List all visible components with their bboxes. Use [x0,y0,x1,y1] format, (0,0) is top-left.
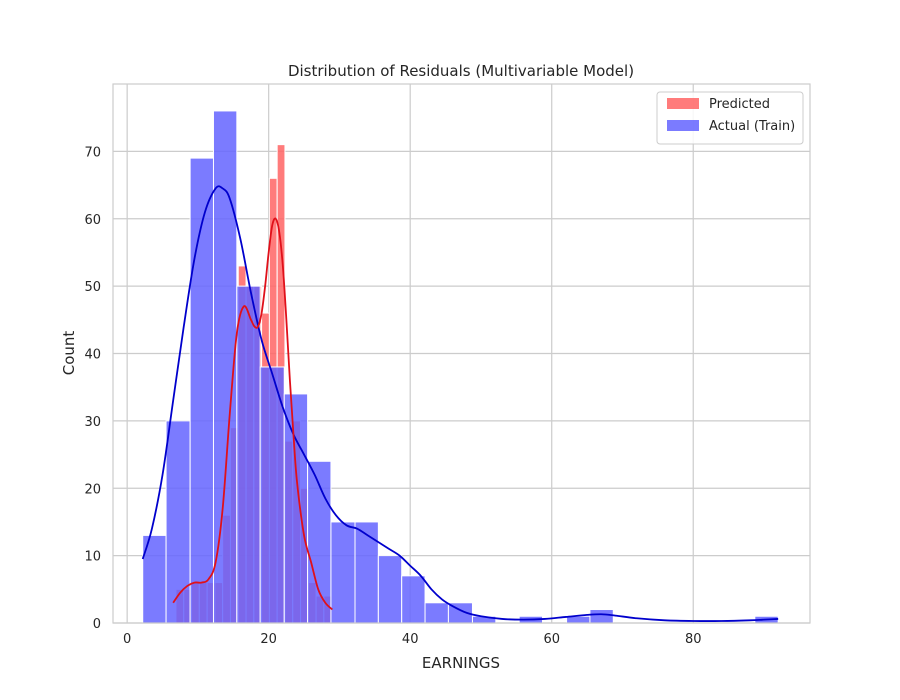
x-tick-label: 40 [402,632,419,647]
actual-bar [189,157,214,624]
plot-frame [112,83,811,624]
x-tick-labels: 0 20 40 60 80 [123,632,702,647]
actual-bar [589,609,614,624]
legend-label-actual: Actual (Train) [709,119,795,134]
actual-bar [330,521,356,624]
actual-bar [354,521,379,624]
y-tick-labels: 0 10 20 30 40 50 60 70 [84,145,101,632]
legend-swatch-actual [667,120,699,131]
legend-label-predicted: Predicted [709,97,770,112]
y-tick-label: 50 [84,280,101,295]
legend-swatch-predicted [667,98,699,109]
y-tick-label: 20 [84,482,101,497]
actual-bar [401,575,426,624]
predicted-kde-line [172,217,333,611]
y-axis-label: Count [60,331,78,376]
y-tick-label: 30 [84,415,101,430]
y-tick-label: 70 [84,145,101,160]
x-tick-label: 60 [543,632,560,647]
actual-kde-line [141,185,779,622]
actual-bar [165,420,191,624]
chart-title: Distribution of Residuals (Multivariable… [288,62,634,80]
actual-bar [424,602,449,624]
kde-curves [141,185,779,622]
legend: Predicted Actual (Train) [656,91,804,145]
y-tick-label: 40 [84,348,101,363]
actual-bar [377,555,403,624]
y-tick-label: 60 [84,213,101,228]
x-tick-label: 20 [260,632,277,647]
actual-bar [259,366,285,624]
actual-bars [142,110,779,624]
x-tick-label: 80 [685,632,702,647]
x-axis-label: EARNINGS [422,654,500,672]
y-tick-label: 0 [93,617,101,632]
actual-bar [236,285,261,624]
y-tick-label: 10 [84,550,101,565]
x-tick-label: 0 [123,632,131,647]
actual-bar [283,393,309,624]
